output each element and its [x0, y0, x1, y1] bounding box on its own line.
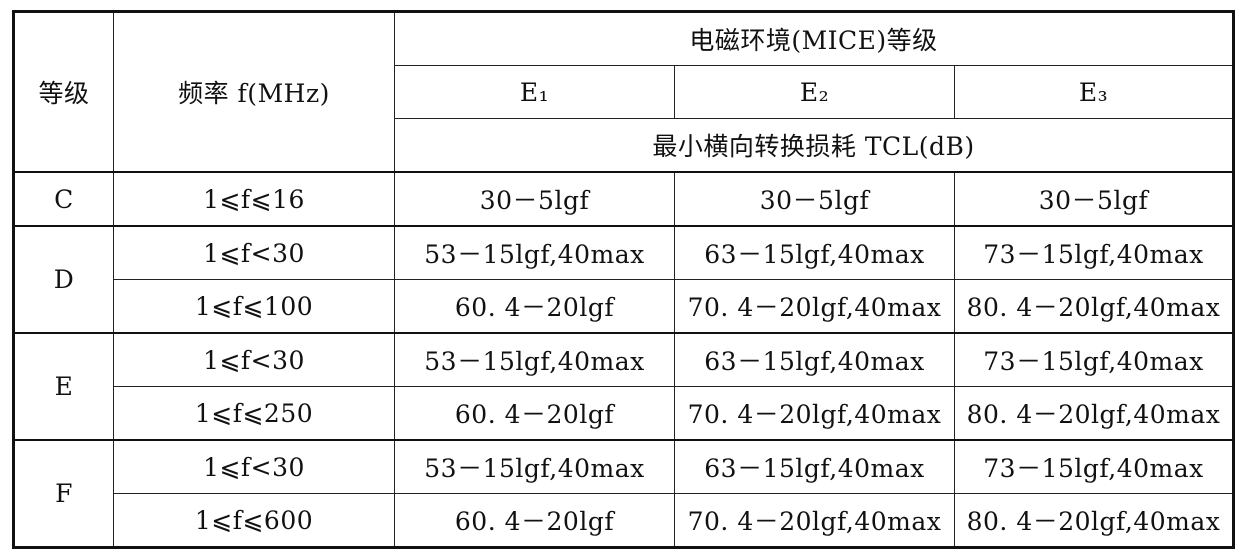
tcl-cell: 53－15lgf,40max: [394, 225, 675, 280]
table-row: F 1⩽f<30 53－15lgf,40max 63－15lgf,40max 73－15…: [13, 439, 1234, 548]
table-row: 1⩽f⩽600 60. 4－20lgf 70. 4－20lgf,40max 80. 4…: [14, 493, 1234, 548]
tcl-cell: 63－15lgf,40max: [674, 225, 955, 280]
tcl-cell: 60. 4－20lgf: [394, 279, 675, 334]
table-body: C 1⩽f⩽16 30－5lgf 30－5lgf 30－5lgf D 1⩽f<30 53－15…: [13, 171, 1234, 548]
class-header: E₂: [674, 65, 955, 119]
frequency-header: 频率 f(MHz): [113, 11, 395, 173]
tcl-cell: 63－15lgf,40max: [674, 439, 955, 494]
tcl-cell: 60. 4－20lgf: [394, 386, 675, 441]
tcl-cell: 80. 4－20lgf,40max: [954, 279, 1234, 334]
table-row: C 1⩽f⩽16 30－5lgf 30－5lgf 30－5lgf: [13, 171, 1234, 227]
tcl-cell: 53－15lgf,40max: [394, 332, 675, 387]
class-header: E₁: [394, 65, 675, 119]
tcl-cell: 60. 4－20lgf: [394, 493, 675, 548]
tcl-cell: 80. 4－20lgf,40max: [954, 386, 1234, 441]
frequency-cell: 1⩽f<30: [113, 225, 395, 280]
table-row: 1⩽f⩽100 60. 4－20lgf 70. 4－20lgf,40max 80. 4…: [14, 279, 1234, 334]
table-row: E 1⩽f<30 53－15lgf,40max 63－15lgf,40max 73－15…: [13, 332, 1234, 441]
tcl-cell: 53－15lgf,40max: [394, 439, 675, 494]
grade-cell: E: [13, 332, 114, 441]
tcl-cell: 30－5lgf: [954, 171, 1234, 227]
frequency-cell: 1⩽f<30: [113, 439, 395, 494]
grade-cell: D: [13, 225, 114, 334]
tcl-cell: 70. 4－20lgf,40max: [674, 386, 955, 441]
grade-cell: C: [13, 171, 114, 227]
environment-header: 电磁环境(MICE)等级: [394, 11, 1234, 66]
tcl-cell: 80. 4－20lgf,40max: [954, 493, 1234, 548]
tcl-table: 等级 频率 f(MHz) 电磁环境(MICE)等级 E₁ E₂ E₃ 最小横向转…: [12, 10, 1235, 549]
grade-cell: F: [13, 439, 114, 548]
frequency-cell: 1⩽f<30: [113, 332, 395, 387]
tcl-cell: 70. 4－20lgf,40max: [674, 279, 955, 334]
grade-header: 等级: [13, 11, 114, 173]
tcl-cell: 73－15lgf,40max: [954, 439, 1234, 494]
class-header: E₃: [954, 65, 1234, 119]
tcl-cell: 30－5lgf: [674, 171, 955, 227]
tcl-cell: 63－15lgf,40max: [674, 332, 955, 387]
table-row: D 1⩽f<30 53－15lgf,40max 63－15lgf,40max 73－15…: [13, 225, 1234, 334]
measure-header: 最小横向转换损耗 TCL(dB): [394, 118, 1234, 173]
frequency-cell: 1⩽f⩽250: [113, 386, 395, 441]
tcl-cell: 73－15lgf,40max: [954, 332, 1234, 387]
tcl-cell: 70. 4－20lgf,40max: [674, 493, 955, 548]
table-row: 1⩽f⩽250 60. 4－20lgf 70. 4－20lgf,40max 80. 4…: [14, 386, 1234, 441]
frequency-cell: 1⩽f⩽16: [113, 171, 395, 227]
tcl-cell: 30－5lgf: [394, 171, 675, 227]
tcl-cell: 73－15lgf,40max: [954, 225, 1234, 280]
frequency-cell: 1⩽f⩽100: [113, 279, 395, 334]
frequency-cell: 1⩽f⩽600: [113, 493, 395, 548]
